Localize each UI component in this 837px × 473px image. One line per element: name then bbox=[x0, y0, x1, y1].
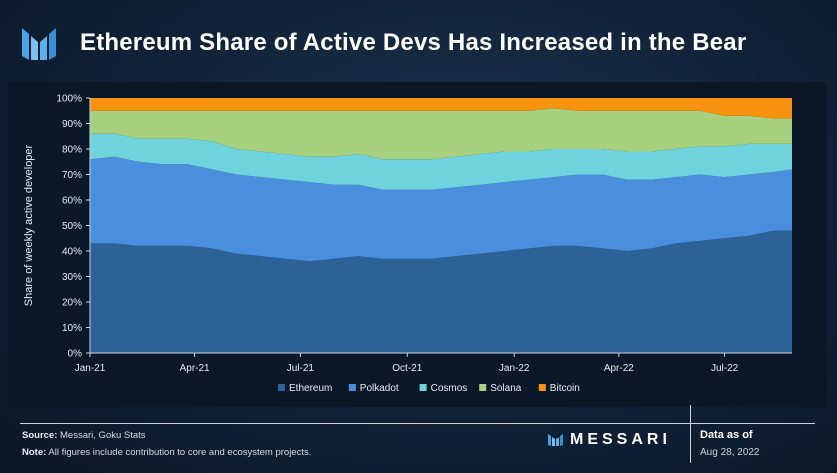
messari-logo-icon bbox=[22, 28, 56, 60]
x-tick-label: Apr-22 bbox=[604, 363, 634, 374]
data-as-of-date: Aug 28, 2022 bbox=[700, 447, 760, 458]
messari-small-logo-icon bbox=[548, 434, 563, 446]
y-tick-label: 100% bbox=[56, 94, 82, 105]
note-label: Note: bbox=[22, 447, 47, 458]
y-tick-label: 40% bbox=[62, 247, 82, 258]
legend-swatch-solana bbox=[479, 384, 487, 391]
area-bitcoin bbox=[90, 98, 792, 119]
y-tick-label: 10% bbox=[62, 323, 82, 334]
legend-label-cosmos: Cosmos bbox=[431, 383, 468, 394]
footer-vertical-divider bbox=[690, 405, 691, 463]
legend-label-ethereum: Ethereum bbox=[289, 383, 332, 394]
footer-divider bbox=[20, 423, 815, 424]
x-tick-label: Jan-22 bbox=[499, 363, 530, 374]
y-tick-label: 60% bbox=[62, 196, 82, 207]
header: Ethereum Share of Active Devs Has Increa… bbox=[20, 18, 746, 68]
x-tick-label: Oct-21 bbox=[392, 363, 422, 374]
chart-panel: 0% 10% 20% 30% 40% 50% 60% 70% 80% 90% 100% Jan-21 A… bbox=[8, 82, 827, 407]
legend-label-polkadot: Polkadot bbox=[360, 383, 399, 394]
source-label: Source: bbox=[22, 430, 58, 441]
area-ethereum bbox=[90, 230, 792, 353]
stacked-area-chart: 0% 10% 20% 30% 40% 50% 60% 70% 80% 90% 100% Jan-21 A… bbox=[23, 94, 792, 394]
note-text: All figures include contribution to core… bbox=[48, 447, 312, 458]
y-tick-label: 50% bbox=[62, 221, 82, 232]
area-solana bbox=[90, 108, 792, 160]
footnote: Note: All figures include contribution t… bbox=[22, 447, 311, 458]
source-text: Messari, Goku Stats bbox=[60, 430, 146, 441]
data-as-of-label: Data as of bbox=[700, 429, 753, 441]
y-tick-label: 0% bbox=[68, 349, 83, 360]
page-title: Ethereum Share of Active Devs Has Increa… bbox=[80, 29, 747, 56]
x-tick-label: Jul-21 bbox=[287, 363, 315, 374]
x-tick-label: Apr-21 bbox=[180, 363, 210, 374]
legend-swatch-bitcoin bbox=[538, 384, 546, 391]
legend-label-bitcoin: Bitcoin bbox=[550, 383, 580, 394]
legend-swatch-ethereum bbox=[278, 384, 285, 391]
y-tick-label: 30% bbox=[62, 272, 82, 283]
y-axis-label: Share of weekly active developer bbox=[23, 144, 35, 306]
y-tick-label: 90% bbox=[62, 119, 82, 130]
y-tick-label: 20% bbox=[62, 298, 82, 309]
area-polkadot bbox=[90, 156, 792, 262]
legend-swatch-cosmos bbox=[419, 384, 427, 391]
legend-swatch-polkadot bbox=[348, 384, 356, 391]
y-tick-label: 70% bbox=[62, 170, 82, 181]
area-cosmos bbox=[90, 133, 792, 190]
source-note: Source: Messari, Goku Stats bbox=[22, 430, 146, 441]
x-tick-label: Jul-22 bbox=[711, 363, 739, 374]
x-tick-label: Jan-21 bbox=[75, 363, 106, 374]
brand-name: MESSARI bbox=[570, 431, 671, 448]
legend-label-solana: Solana bbox=[490, 383, 522, 394]
brand-logo: MESSARI bbox=[548, 431, 671, 449]
y-tick-label: 80% bbox=[62, 145, 82, 156]
